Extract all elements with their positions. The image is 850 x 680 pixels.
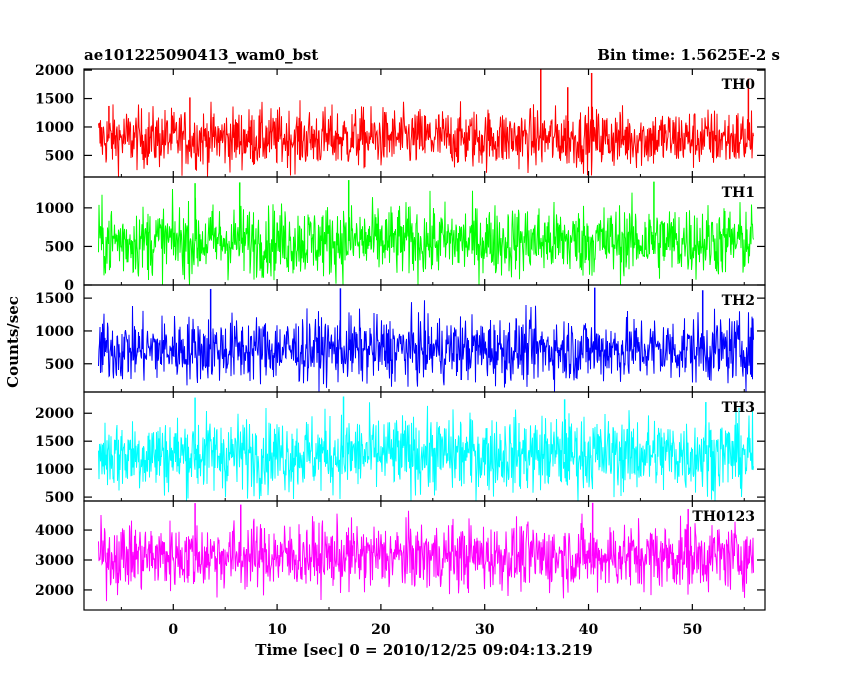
- panel-th0-plot: [98, 69, 754, 177]
- x-tick-label: 50: [683, 622, 703, 638]
- panel-th3-plot: [98, 396, 754, 501]
- y-tick-label: 3000: [35, 553, 74, 569]
- panel-label-th1: TH1: [722, 185, 755, 201]
- y-tick-label: 1500: [35, 92, 74, 108]
- y-tick-label: 1000: [35, 462, 74, 478]
- y-tick-label: 2000: [35, 63, 74, 79]
- panel-th0123-plot: [98, 502, 754, 602]
- x-tick-label: 10: [267, 622, 287, 638]
- y-tick-label: 0: [64, 278, 74, 294]
- y-tick-label: 1500: [35, 291, 74, 307]
- y-tick-label: 1000: [35, 201, 74, 217]
- y-tick-label: 4000: [35, 523, 74, 539]
- y-tick-label: 1000: [35, 324, 74, 340]
- panel-frame-th0123: [83, 500, 766, 611]
- y-tick-label: 500: [45, 239, 74, 255]
- x-tick-label: 40: [579, 622, 599, 638]
- x-axis-title: Time [sec] 0 = 2010/12/25 09:04:13.219: [255, 641, 592, 659]
- y-tick-label: 2000: [35, 406, 74, 422]
- panel-label-th0123: TH0123: [692, 509, 755, 525]
- series-line-th1: [98, 188, 754, 285]
- y-tick-label: 1000: [35, 120, 74, 136]
- x-tick-label: 30: [475, 622, 495, 638]
- chart-title-right: Bin time: 1.5625E-2 s: [597, 46, 780, 64]
- panel-label-th2: TH2: [722, 293, 755, 309]
- y-axis-title: Counts/sec: [4, 296, 22, 388]
- panel-label-th3: TH3: [722, 400, 755, 416]
- series-line-th0: [98, 100, 754, 177]
- x-tick-label: 0: [168, 622, 178, 638]
- series-line-th0123: [98, 510, 754, 602]
- chart-title-left: ae101225090413_wam0_bst: [84, 46, 318, 64]
- y-tick-label: 1500: [35, 434, 74, 450]
- y-tick-label: 2000: [35, 583, 74, 599]
- panel-label-th0: TH0: [722, 77, 756, 93]
- x-tick-label: 20: [371, 622, 391, 638]
- panel-th1-plot: [98, 180, 754, 285]
- panels-group: 500100015002000TH005001000TH150010001500…: [35, 63, 766, 638]
- series-line-th3: [98, 401, 754, 501]
- panel-th2-plot: [98, 287, 754, 392]
- y-tick-label: 500: [45, 490, 74, 506]
- y-tick-label: 500: [45, 148, 74, 164]
- series-line-th2: [98, 300, 754, 392]
- y-tick-label: 500: [45, 357, 74, 373]
